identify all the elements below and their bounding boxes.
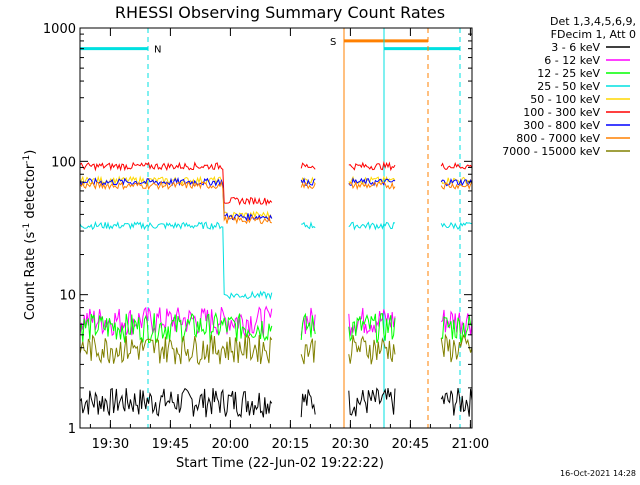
y-axis-label-main: Count Rate (s bbox=[23, 232, 38, 321]
y-axis-label-group: Count Rate (s-1 detector-1) bbox=[22, 150, 38, 321]
x-tick-label-6: 21:00 bbox=[452, 437, 489, 452]
axes: 1 10 100 1000 19:30 19:45 20:00 20:15 20:30 20:45… bbox=[43, 22, 489, 452]
x-tick-label-3: 20:15 bbox=[272, 437, 309, 452]
legend-label-4: 50 - 100 keV bbox=[530, 93, 600, 106]
y-axis-label: Count Rate (s-1 detector-1) bbox=[22, 150, 38, 321]
legend-label-6: 300 - 800 keV bbox=[523, 119, 600, 132]
legend: Det 1,3,4,5,6,9, FDecim 1, Att 0 3 - 6 k… bbox=[502, 15, 636, 158]
series-line-5 bbox=[79, 160, 473, 207]
saa-flag-label: S bbox=[330, 37, 336, 48]
x-tick-label-2: 20:00 bbox=[212, 437, 249, 452]
x-axis-label: Start Time (22-Jun-02 19:22:22) bbox=[176, 456, 384, 471]
y-axis-label-sup1: -1 bbox=[22, 223, 32, 232]
series-line-2 bbox=[79, 311, 473, 344]
plot-area: NS bbox=[79, 28, 473, 428]
series-line-4 bbox=[79, 175, 473, 220]
x-tick-label-5: 20:45 bbox=[392, 437, 429, 452]
legend-label-7: 800 - 7000 keV bbox=[516, 132, 600, 145]
detector-info-line-2: FDecim 1, Att 0 bbox=[551, 28, 636, 41]
y-tick-label-3: 1000 bbox=[43, 22, 76, 37]
x-tick-label-4: 20:30 bbox=[332, 437, 369, 452]
legend-label-5: 100 - 300 keV bbox=[523, 106, 600, 119]
x-tick-label-0: 19:30 bbox=[92, 437, 129, 452]
legend-label-2: 12 - 25 keV bbox=[537, 67, 600, 80]
series-line-6 bbox=[79, 177, 473, 222]
footer-timestamp: 16-Oct-2021 14:28 bbox=[560, 469, 636, 478]
y-tick-label-2: 100 bbox=[51, 155, 76, 170]
night-flag-label: N bbox=[154, 45, 161, 56]
legend-label-3: 25 - 50 keV bbox=[537, 80, 600, 93]
series-line-0 bbox=[79, 387, 473, 419]
y-tick-label-1: 10 bbox=[59, 289, 76, 304]
legend-label-1: 6 - 12 keV bbox=[544, 54, 600, 67]
series-line-7 bbox=[79, 180, 473, 225]
y-tick-label-0: 1 bbox=[68, 422, 76, 437]
y-axis-label-mid: detector bbox=[23, 163, 38, 223]
plot-frame bbox=[79, 27, 473, 429]
legend-label-0: 3 - 6 keV bbox=[551, 41, 600, 54]
y-axis-label-sup2: -1 bbox=[22, 155, 32, 164]
legend-label-8: 7000 - 15000 keV bbox=[502, 145, 600, 158]
x-tick-label-1: 19:45 bbox=[152, 437, 189, 452]
chart-title: RHESSI Observing Summary Count Rates bbox=[115, 3, 445, 22]
detector-info-line-1: Det 1,3,4,5,6,9, bbox=[550, 15, 636, 28]
series-line-3 bbox=[79, 220, 473, 301]
series-line-8 bbox=[79, 333, 473, 366]
y-axis-label-end: ) bbox=[23, 150, 38, 155]
